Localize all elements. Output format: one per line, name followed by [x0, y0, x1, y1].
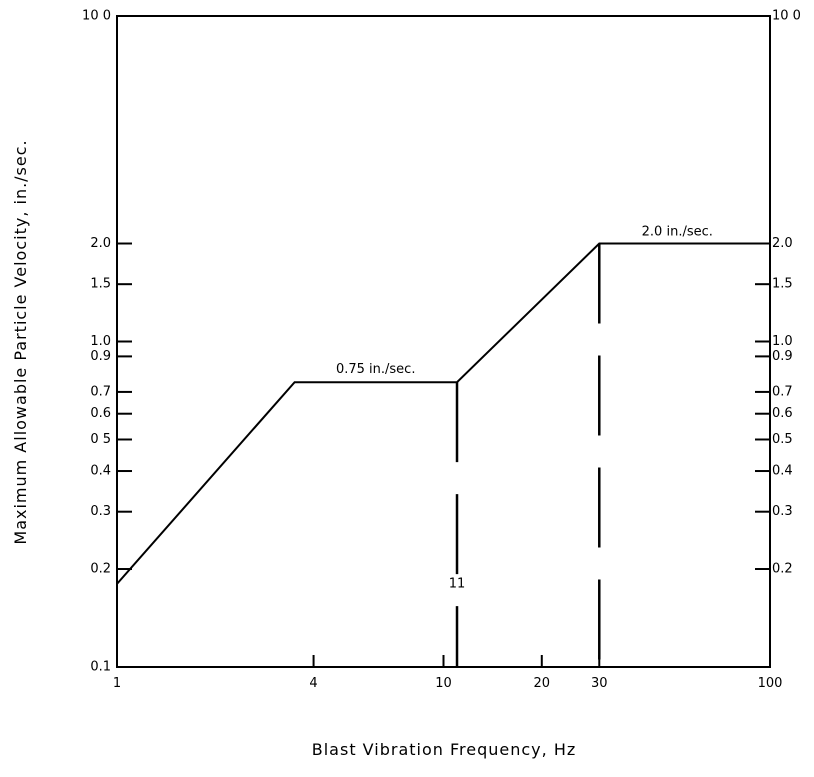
x-tick-label: 30	[591, 676, 608, 691]
y-tick-label-right: 0.3	[772, 504, 793, 519]
y-tick-label-right: 0.2	[772, 562, 793, 577]
y-tick-label-left: 10 0	[82, 9, 111, 24]
y-tick-label-left: 0.2	[90, 562, 111, 577]
x-axis-title: Blast Vibration Frequency, Hz	[312, 740, 577, 759]
x-tick-label: 20	[534, 676, 551, 691]
y-tick-label-right: 0.7	[772, 384, 793, 399]
series-line-0	[116, 242, 770, 585]
y-tick-label-right: 2.0	[772, 236, 793, 251]
y-tick-label-right: 0.4	[772, 464, 793, 479]
y-tick-label-right: 0.9	[772, 349, 793, 364]
plot-frame	[116, 15, 771, 668]
y-tick-label-right: 10 0	[772, 9, 801, 24]
curve-annotation: 2.0 in./sec.	[642, 224, 713, 239]
y-tick-label-left: 0.3	[90, 504, 111, 519]
y-tick-label-right: 0.5	[772, 432, 793, 447]
x-tick-label: 1	[113, 676, 121, 691]
y-tick-label-left: 0.9	[90, 349, 111, 364]
y-tick-label-left: 0.4	[90, 464, 111, 479]
y-tick-label-right: 1.0	[772, 334, 793, 349]
y-tick-label-left: 0.7	[90, 384, 111, 399]
x-tick-label: 10	[435, 676, 452, 691]
x-tick-label: 100	[758, 676, 783, 691]
reference-line-label: 11	[449, 576, 466, 591]
y-tick-label-left: 0.1	[90, 660, 111, 675]
curve-annotation: 0.75 in./sec.	[336, 362, 416, 377]
y-tick-label-left: 0.6	[90, 406, 111, 421]
y-tick-label-right: 0.6	[772, 406, 793, 421]
y-tick-label-left: 2.0	[90, 236, 111, 251]
y-axis-title: Maximum Allowable Particle Velocity, in.…	[11, 139, 30, 544]
x-tick-label: 4	[309, 676, 317, 691]
y-tick-label-left: 0 5	[90, 432, 111, 447]
reference-label-bg	[448, 574, 467, 593]
y-tick-label-left: 1.5	[90, 277, 111, 292]
y-tick-label-right: 1.5	[772, 277, 793, 292]
y-tick-label-left: 1.0	[90, 334, 111, 349]
